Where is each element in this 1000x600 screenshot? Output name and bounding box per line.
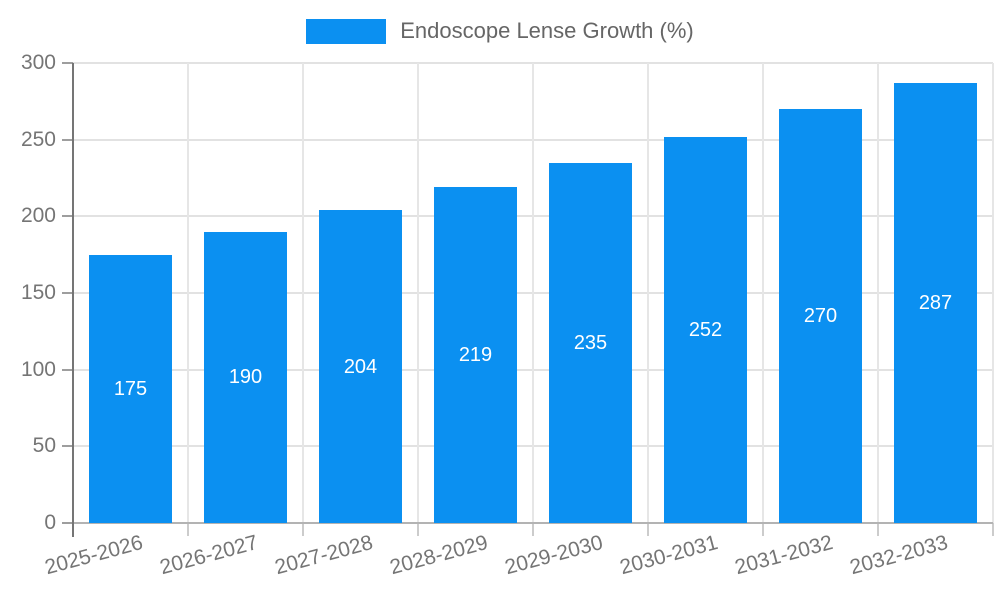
y-tick-mark	[62, 445, 73, 448]
gridline-vertical	[532, 63, 534, 523]
x-tick-label: 2029-2030	[502, 531, 606, 580]
gridline-vertical	[417, 63, 419, 523]
legend-label: Endoscope Lense Growth (%)	[400, 18, 694, 43]
y-tick-mark	[62, 62, 73, 64]
legend: Endoscope Lense Growth (%)	[0, 18, 1000, 44]
gridline-vertical	[302, 63, 304, 523]
x-tick-label: 2028-2029	[387, 531, 491, 580]
x-tick-label: 2026-2027	[157, 531, 261, 580]
bar[interactable]	[549, 162, 632, 523]
x-tick-mark	[532, 523, 534, 536]
y-tick-label: 300	[20, 51, 56, 74]
bar-value-label: 287	[918, 291, 953, 314]
x-tick-mark	[877, 523, 879, 536]
gridline-vertical	[992, 63, 994, 523]
y-tick-label: 50	[32, 434, 56, 458]
y-tick-mark	[62, 138, 73, 141]
x-tick-label: 2030-2031	[617, 531, 721, 580]
gridline-vertical	[187, 63, 189, 523]
x-tick-label: 2032-2033	[847, 531, 951, 580]
x-tick-mark	[762, 523, 764, 536]
y-tick-label: 150	[20, 281, 56, 304]
x-tick-label: 2025-2026	[42, 531, 146, 580]
bar-value-label: 204	[343, 355, 378, 378]
bar[interactable]	[434, 187, 517, 523]
y-tick-label: 200	[20, 204, 56, 228]
bar-value-label: 252	[688, 318, 723, 341]
y-tick-label: 0	[44, 511, 56, 534]
bar-value-label: 190	[228, 366, 263, 389]
bar-value-label: 235	[573, 331, 608, 354]
y-tick-label: 100	[20, 357, 56, 381]
y-tick-mark	[62, 292, 73, 294]
bar-value-label: 175	[113, 377, 148, 400]
bar[interactable]	[204, 231, 287, 523]
legend-swatch-icon	[306, 18, 387, 44]
y-tick-mark	[62, 368, 73, 371]
bar[interactable]	[319, 210, 402, 523]
gridline-vertical	[762, 63, 764, 523]
bar[interactable]	[779, 109, 862, 523]
x-tick-mark	[302, 523, 304, 536]
x-axis-line	[73, 522, 993, 524]
x-tick-mark	[992, 523, 994, 536]
y-tick-mark	[62, 522, 73, 524]
x-tick-label: 2031-2032	[732, 531, 836, 580]
legend-item[interactable]: Endoscope Lense Growth (%)	[306, 18, 694, 44]
bar-value-label: 270	[803, 305, 838, 327]
y-axis-line	[72, 63, 74, 537]
x-tick-mark	[187, 523, 189, 536]
gridline-vertical	[647, 63, 649, 523]
gridline-vertical	[877, 63, 879, 523]
y-tick-label: 250	[20, 127, 56, 151]
x-tick-mark	[647, 523, 649, 536]
y-tick-mark	[62, 215, 73, 218]
bar[interactable]	[894, 82, 977, 523]
bar-value-label: 219	[458, 344, 493, 367]
bar[interactable]	[664, 136, 747, 523]
x-tick-mark	[417, 523, 419, 536]
x-tick-label: 2027-2028	[272, 531, 376, 580]
bar[interactable]	[89, 254, 172, 523]
